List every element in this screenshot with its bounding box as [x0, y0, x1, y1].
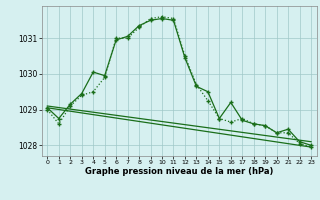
X-axis label: Graphe pression niveau de la mer (hPa): Graphe pression niveau de la mer (hPa) [85, 167, 273, 176]
